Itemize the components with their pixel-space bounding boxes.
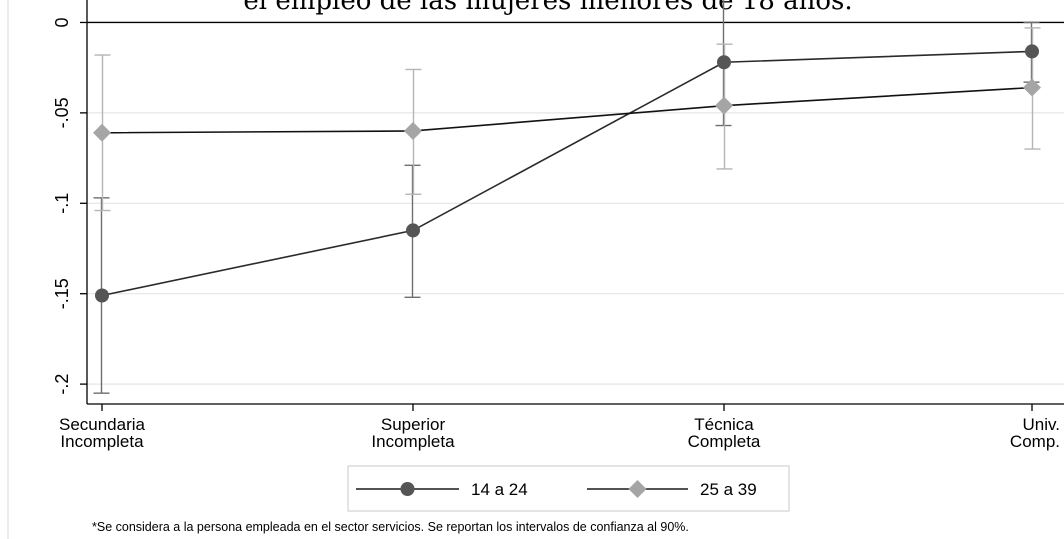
- axes: 0-.05-.1-.15-.2SecundariaIncompletaSuper…: [52, 0, 1064, 451]
- series-line-14-24: [101, 50, 1033, 297]
- point-14-24: [1025, 44, 1039, 59]
- legend-marker: [400, 482, 415, 496]
- point-14-24: [406, 223, 420, 238]
- y-tick-label: -.15: [52, 278, 72, 309]
- series-lines: [101, 50, 1033, 297]
- point-25-39: [715, 96, 733, 115]
- series-line-25-39: [101, 86, 1033, 134]
- x-tick-label: Completa: [688, 432, 761, 451]
- chart-title: el empleo de las mujeres menores de 18 a…: [243, 0, 852, 16]
- x-tick-label: Técnica: [694, 415, 754, 434]
- x-tick-label: Comp.: [1010, 432, 1060, 451]
- x-tick-label: Incompleta: [60, 432, 144, 451]
- y-tick-label: 0: [52, 17, 72, 27]
- point-14-24: [717, 55, 731, 70]
- x-tick-label: Secundaria: [59, 415, 146, 434]
- point-25-39: [404, 121, 422, 140]
- x-tick-label: Univ.: [1023, 415, 1060, 434]
- series-markers: [93, 44, 1041, 303]
- point-25-39: [93, 123, 111, 142]
- footnote: *Se considera a la persona empleada en e…: [92, 520, 689, 534]
- y-tick-label: -.1: [52, 193, 72, 214]
- y-tick-label: -.05: [52, 97, 72, 128]
- point-14-24: [95, 288, 109, 303]
- legend-label: 14 a 24: [471, 480, 528, 499]
- legend-label: 25 a 39: [700, 480, 757, 499]
- x-tick-label: Superior: [381, 415, 446, 434]
- confidence-intervals: [93, 0, 1041, 394]
- legend: 14 a 24 25 a 39: [347, 465, 790, 512]
- legend-marker: [628, 480, 647, 498]
- gridlines: [87, 21, 1064, 385]
- y-tick-label: -.2: [52, 374, 72, 395]
- point-25-39: [1023, 78, 1041, 97]
- x-tick-label: Incompleta: [371, 432, 455, 451]
